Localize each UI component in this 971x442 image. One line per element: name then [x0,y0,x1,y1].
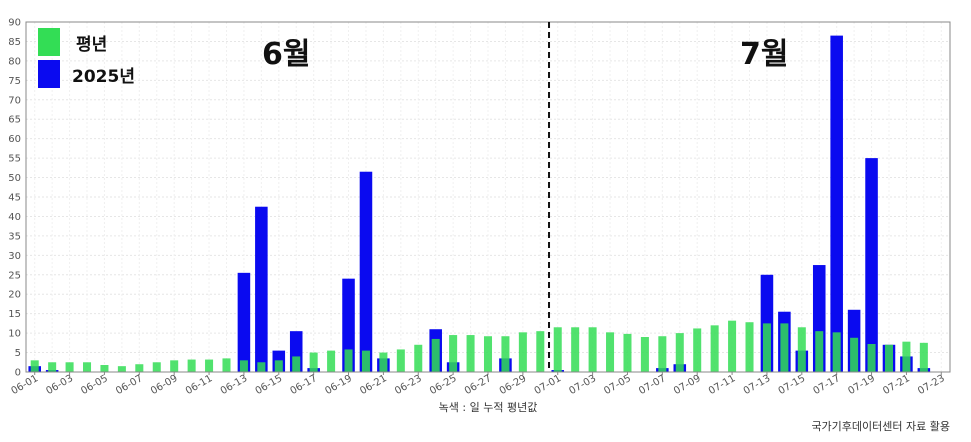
legend: 평년 2025년 [38,28,135,88]
bar-2025 [342,278,355,372]
bar-normal [884,344,893,372]
bar-normal [135,364,144,372]
bar-normal [327,350,336,372]
y-tick-label: 60 [8,134,21,145]
bar-normal [640,337,649,372]
bar-normal [205,359,214,372]
bar-normal [518,332,527,372]
bar-2025 [359,171,373,372]
bar-2025 [830,35,843,372]
bar-normal [797,327,806,372]
bar-normal [152,362,161,372]
bar-normal [48,362,57,372]
bar-normal [588,327,597,372]
x-axis-caption: 녹색 : 일 누적 평년값 [439,400,538,414]
bar-normal [501,336,510,372]
legend-swatch-2025 [38,60,60,88]
bar-normal [483,336,493,372]
bar-layer [28,35,931,372]
bar-normal [571,327,580,372]
legend-label-2025: 2025년 [72,67,135,87]
bar-normal [431,338,440,372]
bar-normal [83,362,92,372]
bar-2025 [865,158,878,372]
bar-normal [379,352,388,372]
y-tick-label: 10 [8,329,21,340]
bar-normal [292,356,301,372]
bar-normal [728,320,737,372]
bar-normal [675,333,684,372]
y-tick-label: 50 [8,173,21,184]
bar-normal [606,332,615,372]
bar-normal [815,331,824,372]
bar-normal [414,344,423,372]
bar-normal [239,360,248,372]
bar-normal [745,322,754,372]
legend-swatch-normal [38,28,60,56]
y-tick-label: 45 [8,193,21,204]
bar-normal [919,342,928,372]
bar-normal [449,335,458,372]
bar-normal [902,341,911,372]
legend-label-normal: 평년 [76,35,107,55]
bar-normal [658,336,667,372]
bar-normal [257,362,266,372]
y-tick-label: 75 [8,76,21,87]
y-tick-label: 35 [8,231,21,242]
y-tick-label: 20 [8,290,21,301]
bar-normal [466,335,475,372]
y-tick-label: 70 [8,95,21,106]
bar-normal [762,323,771,372]
y-tick-label: 90 [8,18,21,29]
bar-normal [361,350,370,372]
y-tick-label: 15 [8,309,21,320]
bar-normal [309,352,318,372]
bar-normal [832,332,841,372]
y-tick-label: 80 [8,56,21,67]
bar-normal [344,349,353,372]
bar-normal [780,323,789,372]
source-note: 국가기후데이터센터 자료 활용 [811,419,950,433]
y-tick-label: 85 [8,37,21,48]
june-label: 6월 [262,37,310,72]
y-tick-label: 0 [15,368,21,379]
y-tick-label: 30 [8,251,21,262]
bar-normal [187,359,196,372]
bar-normal [65,362,74,372]
bar-normal [274,360,283,372]
bar-normal [693,328,702,372]
bar-normal [117,366,126,372]
bar-normal [623,333,632,372]
bar-normal [710,325,719,372]
bar-normal [867,344,876,372]
bar-2025 [255,206,268,372]
y-tick-label: 40 [8,212,21,223]
bar-normal [30,360,39,372]
bar-2025 [237,272,251,372]
bar-normal [100,365,109,372]
bar-normal [170,360,179,372]
bar-normal [536,331,545,372]
y-tick-label: 65 [8,115,21,126]
y-tick-label: 5 [15,348,21,359]
bar-normal [222,358,231,372]
july-label: 7월 [740,37,788,72]
bar-normal [396,349,405,372]
y-tick-label: 25 [8,270,21,281]
bar-normal [553,327,562,372]
y-tick-label: 55 [8,154,21,165]
bar-normal [850,337,859,372]
